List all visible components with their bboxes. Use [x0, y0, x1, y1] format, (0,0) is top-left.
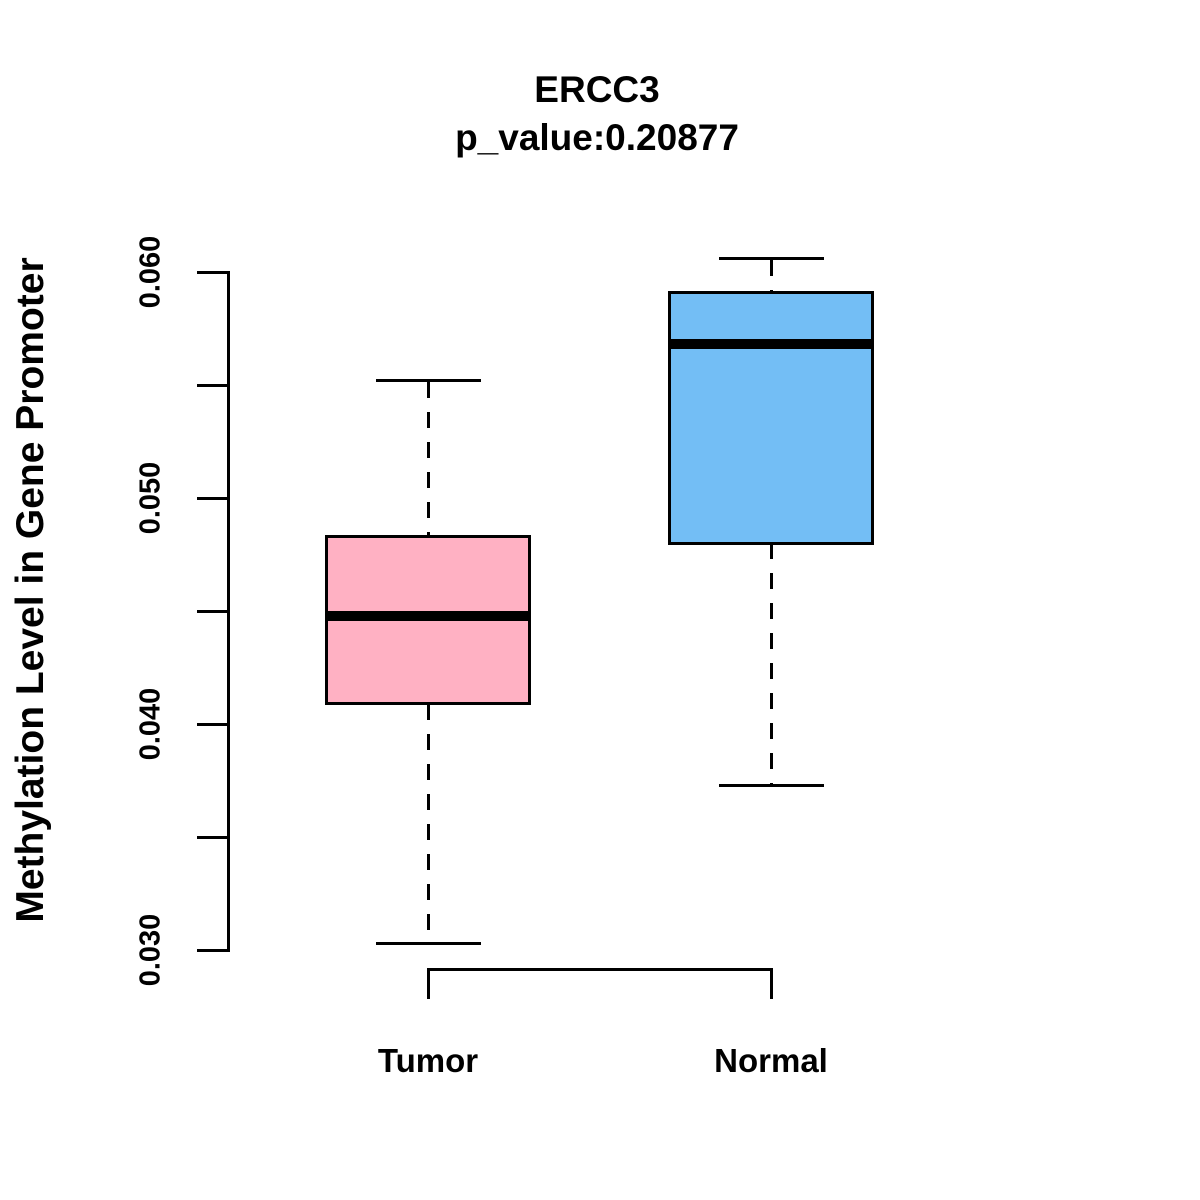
y-axis-tick [197, 722, 227, 726]
y-tick-label: 0.040 [134, 687, 167, 761]
chart-title-block: ERCC3 p_value:0.20877 [455, 66, 739, 162]
y-tick-label: 0.030 [134, 913, 167, 987]
whisker-lower-line-tumor [426, 703, 430, 942]
chart-subtitle-pvalue: p_value:0.20877 [455, 117, 739, 158]
whisker-upper-line-normal [769, 259, 773, 293]
chart-title: ERCC3 [534, 69, 660, 110]
whisker-upper-line-tumor [426, 381, 430, 537]
y-axis-tick [197, 383, 227, 387]
whisker-lower-cap-tumor [375, 941, 481, 945]
y-axis-tick [197, 496, 227, 500]
whisker-upper-cap-normal [718, 256, 824, 260]
whisker-lower-line-normal [769, 543, 773, 784]
y-axis-line [227, 270, 230, 952]
y-axis-title: Methylation Level in Gene Promoter [9, 257, 52, 923]
x-axis-line [426, 967, 773, 971]
y-tick-label: 0.050 [134, 461, 167, 535]
x-axis-tick-normal [769, 969, 773, 999]
whisker-lower-cap-normal [718, 783, 824, 787]
median-line-normal [668, 339, 874, 350]
box-normal [668, 290, 874, 545]
median-line-tumor [325, 610, 531, 621]
y-tick-label: 0.060 [134, 235, 167, 309]
whisker-upper-cap-tumor [375, 378, 481, 382]
y-axis-tick [197, 609, 227, 613]
y-axis-tick [197, 948, 227, 952]
x-category-label-normal: Normal [714, 1042, 828, 1079]
y-axis-tick [197, 835, 227, 839]
x-axis-tick-tumor [426, 969, 430, 999]
y-axis-tick [197, 270, 227, 274]
x-category-label-tumor: Tumor [377, 1042, 479, 1079]
